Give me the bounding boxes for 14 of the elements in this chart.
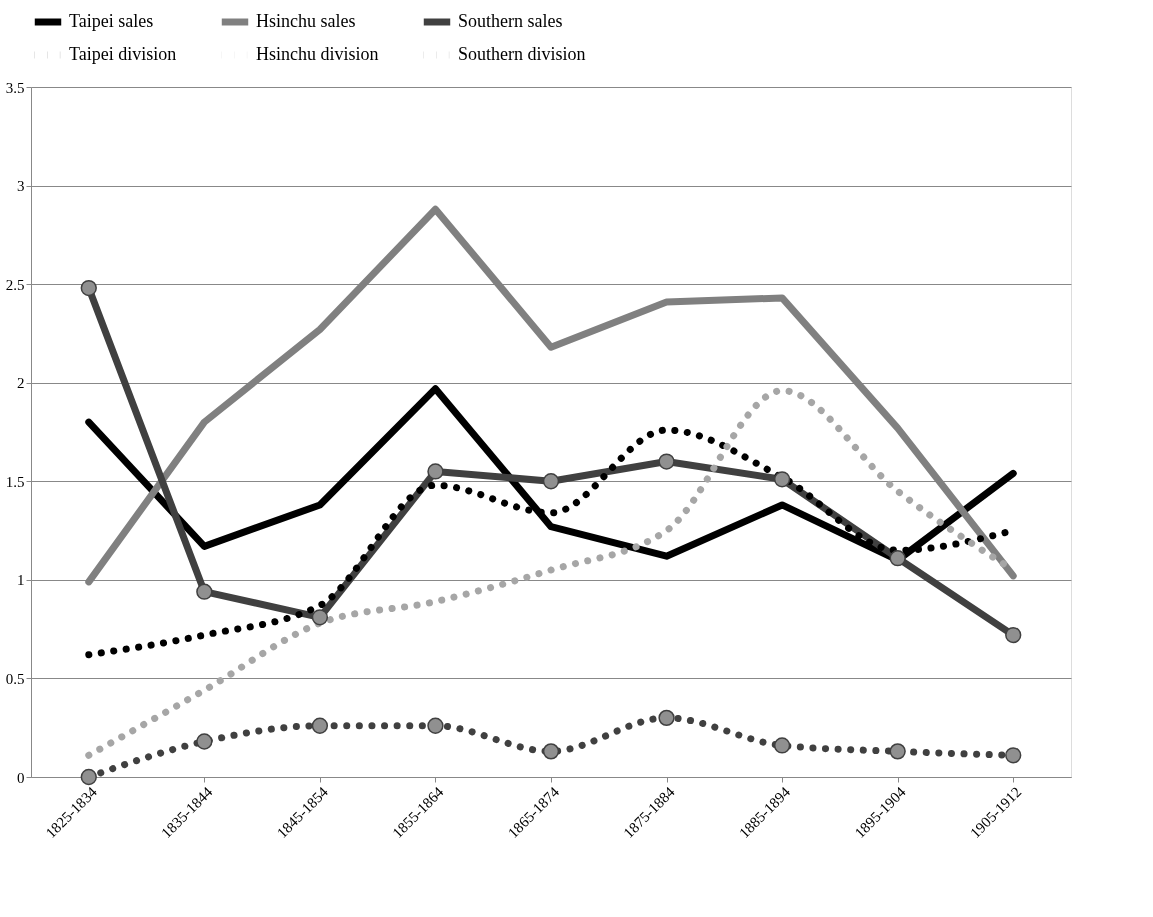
legend-label: Taipei division <box>69 44 177 64</box>
y-tick-label: 0 <box>17 769 25 786</box>
legend-label: Hsinchu division <box>256 44 379 64</box>
legend-label: Hsinchu sales <box>256 11 356 31</box>
y-tick-label: 0.5 <box>5 670 25 687</box>
legend-label: Southern sales <box>458 11 563 31</box>
legend-label: Southern division <box>458 44 586 64</box>
y-tick-label: 2.5 <box>5 276 25 293</box>
y-tick-label: 1.5 <box>5 473 25 490</box>
y-tick-label: 1 <box>17 572 25 589</box>
y-tick-label: 3.5 <box>5 79 25 96</box>
y-tick-label: 3 <box>17 178 25 195</box>
legend-label: Taipei sales <box>69 11 154 31</box>
y-tick-label: 2 <box>17 375 25 392</box>
